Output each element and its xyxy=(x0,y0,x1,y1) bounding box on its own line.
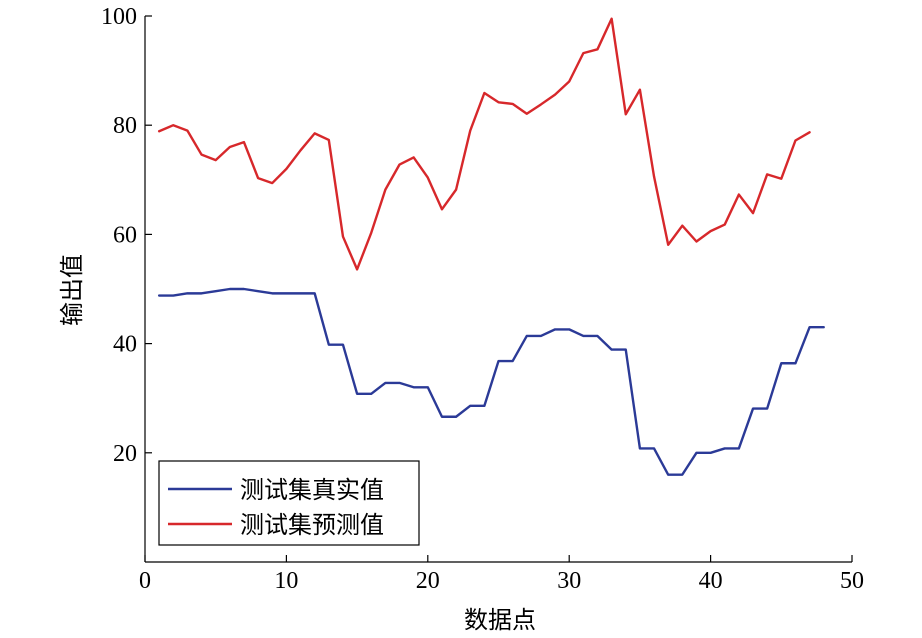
y-axis-title: 输出值 xyxy=(58,254,86,326)
y-tick-label: 40 xyxy=(113,332,137,358)
y-tick-label: 100 xyxy=(101,4,137,30)
series-line-true xyxy=(157,287,825,476)
legend-box xyxy=(158,460,420,546)
y-tick-label: 80 xyxy=(113,113,137,139)
x-tick-label: 10 xyxy=(274,568,298,594)
y-tick-label: 60 xyxy=(113,222,137,248)
y-tick-label: 20 xyxy=(113,441,137,467)
legend: 测试集真实值 测试集预测值 xyxy=(158,460,420,546)
series-line-pred xyxy=(157,17,811,271)
axis-ticks: 0 10 20 30 40 50 20 40 60 80 100 xyxy=(101,4,864,594)
x-axis-title: 数据点 xyxy=(464,606,536,634)
x-tick-label: 0 xyxy=(139,568,151,594)
legend-label-true: 测试集真实值 xyxy=(240,476,384,504)
x-tick-label: 40 xyxy=(699,568,723,594)
legend-label-pred: 测试集预测值 xyxy=(240,511,384,539)
series-group xyxy=(157,17,825,476)
x-tick-label: 20 xyxy=(416,568,440,594)
axes xyxy=(144,16,852,563)
x-tick-label: 30 xyxy=(557,568,581,594)
x-tick-label: 50 xyxy=(840,568,864,594)
